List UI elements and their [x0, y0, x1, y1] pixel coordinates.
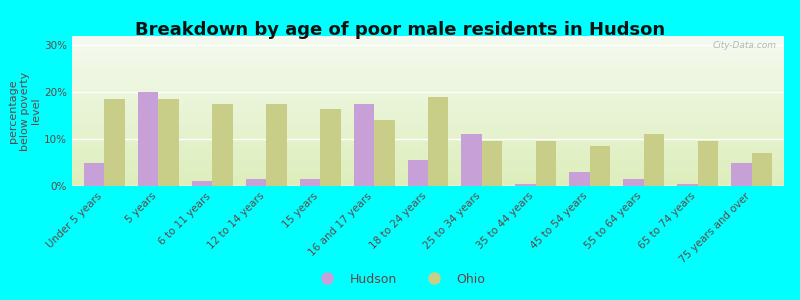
- Bar: [266, 104, 286, 186]
- Bar: [212, 104, 233, 186]
- Bar: [623, 179, 644, 186]
- Bar: [192, 181, 212, 186]
- Bar: [462, 134, 482, 186]
- Y-axis label: percentage
below poverty
level: percentage below poverty level: [8, 71, 42, 151]
- Legend: Hudson, Ohio: Hudson, Ohio: [310, 268, 490, 291]
- Bar: [731, 163, 752, 186]
- Bar: [246, 179, 266, 186]
- Bar: [104, 99, 125, 186]
- Bar: [570, 172, 590, 186]
- Bar: [300, 179, 320, 186]
- Text: City-Data.com: City-Data.com: [713, 40, 777, 50]
- Bar: [84, 163, 104, 186]
- Text: Breakdown by age of poor male residents in Hudson: Breakdown by age of poor male residents …: [135, 21, 665, 39]
- Bar: [374, 120, 394, 186]
- Bar: [698, 142, 718, 186]
- Bar: [428, 97, 449, 186]
- Bar: [515, 184, 536, 186]
- Bar: [644, 134, 664, 186]
- Bar: [590, 146, 610, 186]
- Bar: [354, 104, 374, 186]
- Bar: [407, 160, 428, 186]
- Bar: [677, 184, 698, 186]
- Bar: [320, 109, 341, 186]
- Bar: [138, 92, 158, 186]
- Bar: [482, 142, 502, 186]
- Bar: [536, 142, 556, 186]
- Bar: [752, 153, 772, 186]
- Bar: [158, 99, 179, 186]
